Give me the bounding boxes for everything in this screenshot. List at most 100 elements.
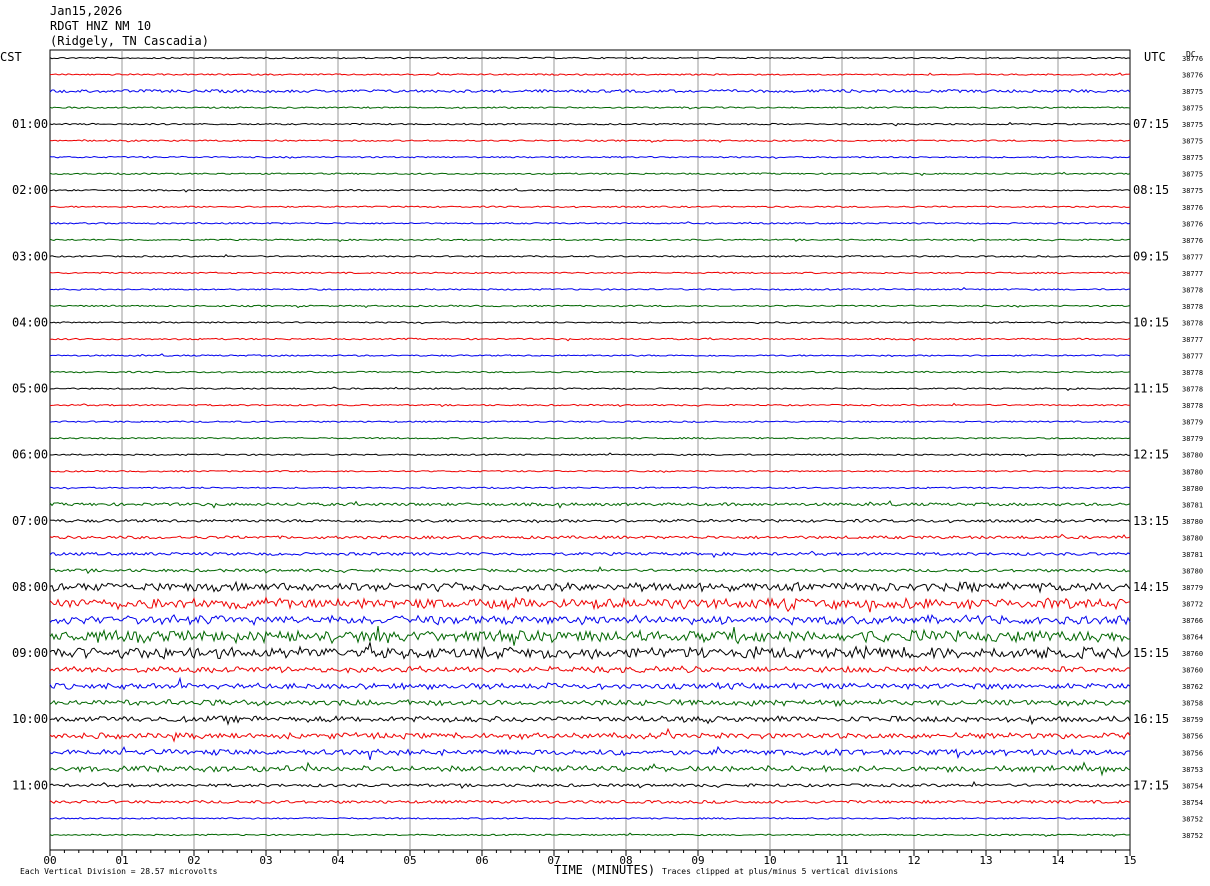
dc-offset-label: 38778 <box>1182 303 1203 311</box>
x-tick-label: 08 <box>619 854 632 867</box>
trace-line <box>49 139 1131 143</box>
cst-hour-label: 03:00 <box>12 249 48 263</box>
trace-line <box>49 420 1131 423</box>
cst-hour-label: 02:00 <box>12 183 48 197</box>
trace-line <box>49 550 1131 559</box>
trace-line <box>49 486 1131 490</box>
trace-line <box>49 238 1131 243</box>
trace-line <box>49 565 1131 575</box>
cst-hour-label: 08:00 <box>12 580 48 594</box>
dc-offset-label: 38775 <box>1182 88 1203 96</box>
trace-line <box>49 72 1131 76</box>
trace-line <box>49 799 1131 805</box>
utc-hour-label: 09:15 <box>1133 249 1169 263</box>
trace-line <box>49 205 1131 209</box>
location-label: (Ridgely, TN Cascadia) <box>50 34 209 48</box>
trace-line <box>49 221 1131 225</box>
dc-label: DC <box>1186 50 1196 59</box>
cst-hour-label: 01:00 <box>12 117 48 131</box>
utc-hour-label: 13:15 <box>1133 514 1169 528</box>
cst-hour-label: 04:00 <box>12 315 48 329</box>
x-tick-label: 01 <box>115 854 128 867</box>
dc-offset-label: 38754 <box>1182 782 1203 790</box>
utc-hour-label: 11:15 <box>1133 382 1169 396</box>
trace-line <box>49 321 1131 325</box>
trace-line <box>49 676 1131 691</box>
dc-offset-label: 38764 <box>1182 634 1203 642</box>
dc-offset-label: 38766 <box>1182 617 1203 625</box>
dc-offset-label: 38756 <box>1182 749 1203 757</box>
trace-line <box>49 817 1131 820</box>
dc-offset-label: 38776 <box>1182 204 1203 212</box>
plot-frame <box>49 49 1131 851</box>
dc-offset-label: 38753 <box>1182 766 1203 774</box>
dc-offset-label: 38779 <box>1182 435 1203 443</box>
trace-line <box>49 88 1131 94</box>
trace-line <box>49 780 1131 790</box>
utc-hour-label: 07:15 <box>1133 117 1169 131</box>
x-tick-label: 04 <box>331 854 345 867</box>
x-tick-label: 03 <box>259 854 272 867</box>
left-timezone-label: CST <box>0 50 22 64</box>
dc-offset-label: 38776 <box>1182 237 1203 245</box>
trace-line <box>49 304 1131 309</box>
trace-line <box>49 596 1131 613</box>
trace-line <box>49 832 1131 838</box>
scale-label: Each Vertical Division = 28.57 microvolt… <box>20 867 218 876</box>
x-tick-label: 11 <box>835 854 848 867</box>
trace-line <box>49 271 1131 275</box>
dc-offset-label: 38752 <box>1182 832 1203 840</box>
dc-offset-label: 38777 <box>1182 253 1203 261</box>
clip-note: Traces clipped at plus/minus 5 vertical … <box>662 867 899 876</box>
utc-hour-label: 10:15 <box>1133 315 1169 329</box>
trace-line <box>49 171 1131 177</box>
dc-offset-label: 38778 <box>1182 286 1203 294</box>
trace-line <box>49 665 1131 674</box>
cst-hour-label: 10:00 <box>12 712 48 726</box>
utc-hour-label: 14:15 <box>1133 580 1169 594</box>
dc-offset-label: 38781 <box>1182 501 1203 509</box>
trace-line <box>49 253 1131 258</box>
trace-line <box>49 626 1131 646</box>
dc-offset-label: 38760 <box>1182 667 1203 675</box>
dc-offset-label: 38759 <box>1182 716 1203 724</box>
trace-line <box>49 337 1131 342</box>
x-tick-label: 12 <box>907 854 920 867</box>
x-axis-label: TIME (MINUTES) <box>554 863 656 877</box>
date-label: Jan15,2026 <box>50 4 123 18</box>
dc-offset-label: 38779 <box>1182 419 1203 427</box>
trace-line <box>49 56 1131 60</box>
trace-line <box>49 500 1131 509</box>
utc-hour-label: 08:15 <box>1133 183 1169 197</box>
dc-offset-label: 38778 <box>1182 402 1203 410</box>
dc-offset-label: 38760 <box>1182 650 1203 658</box>
trace-line <box>49 698 1131 708</box>
cst-hour-label: 07:00 <box>12 514 48 528</box>
right-timezone-label: UTC <box>1144 50 1166 64</box>
cst-hour-label: 09:00 <box>12 646 48 660</box>
station-label: RDGT HNZ NM 10 <box>50 19 152 33</box>
trace-line <box>49 761 1131 777</box>
cst-hour-label: 05:00 <box>12 382 48 396</box>
dc-offset-label: 38776 <box>1182 72 1203 80</box>
dc-offset-label: 38780 <box>1182 468 1203 476</box>
dc-offset-label: 38775 <box>1182 171 1203 179</box>
dc-offset-label: 38781 <box>1182 551 1203 559</box>
dc-offset-label: 38754 <box>1182 799 1203 807</box>
dc-offset-label: 38772 <box>1182 600 1203 608</box>
x-tick-label: 02 <box>187 854 200 867</box>
dc-offset-label: 38778 <box>1182 369 1203 377</box>
dc-offset-label: 38776 <box>1182 55 1203 63</box>
utc-hour-label: 17:15 <box>1133 778 1169 792</box>
dc-offset-label: 38780 <box>1182 567 1203 575</box>
dc-offset-label: 38780 <box>1182 518 1203 526</box>
x-tick-label: 07 <box>547 854 560 867</box>
dc-offset-label: 38762 <box>1182 683 1203 691</box>
cst-hour-label: 11:00 <box>12 778 48 792</box>
x-tick-label: 10 <box>763 854 776 867</box>
dc-offset-label: 38780 <box>1182 485 1203 493</box>
trace-line <box>49 613 1131 627</box>
dc-offset-label: 38752 <box>1182 815 1203 823</box>
x-tick-label: 05 <box>403 854 416 867</box>
